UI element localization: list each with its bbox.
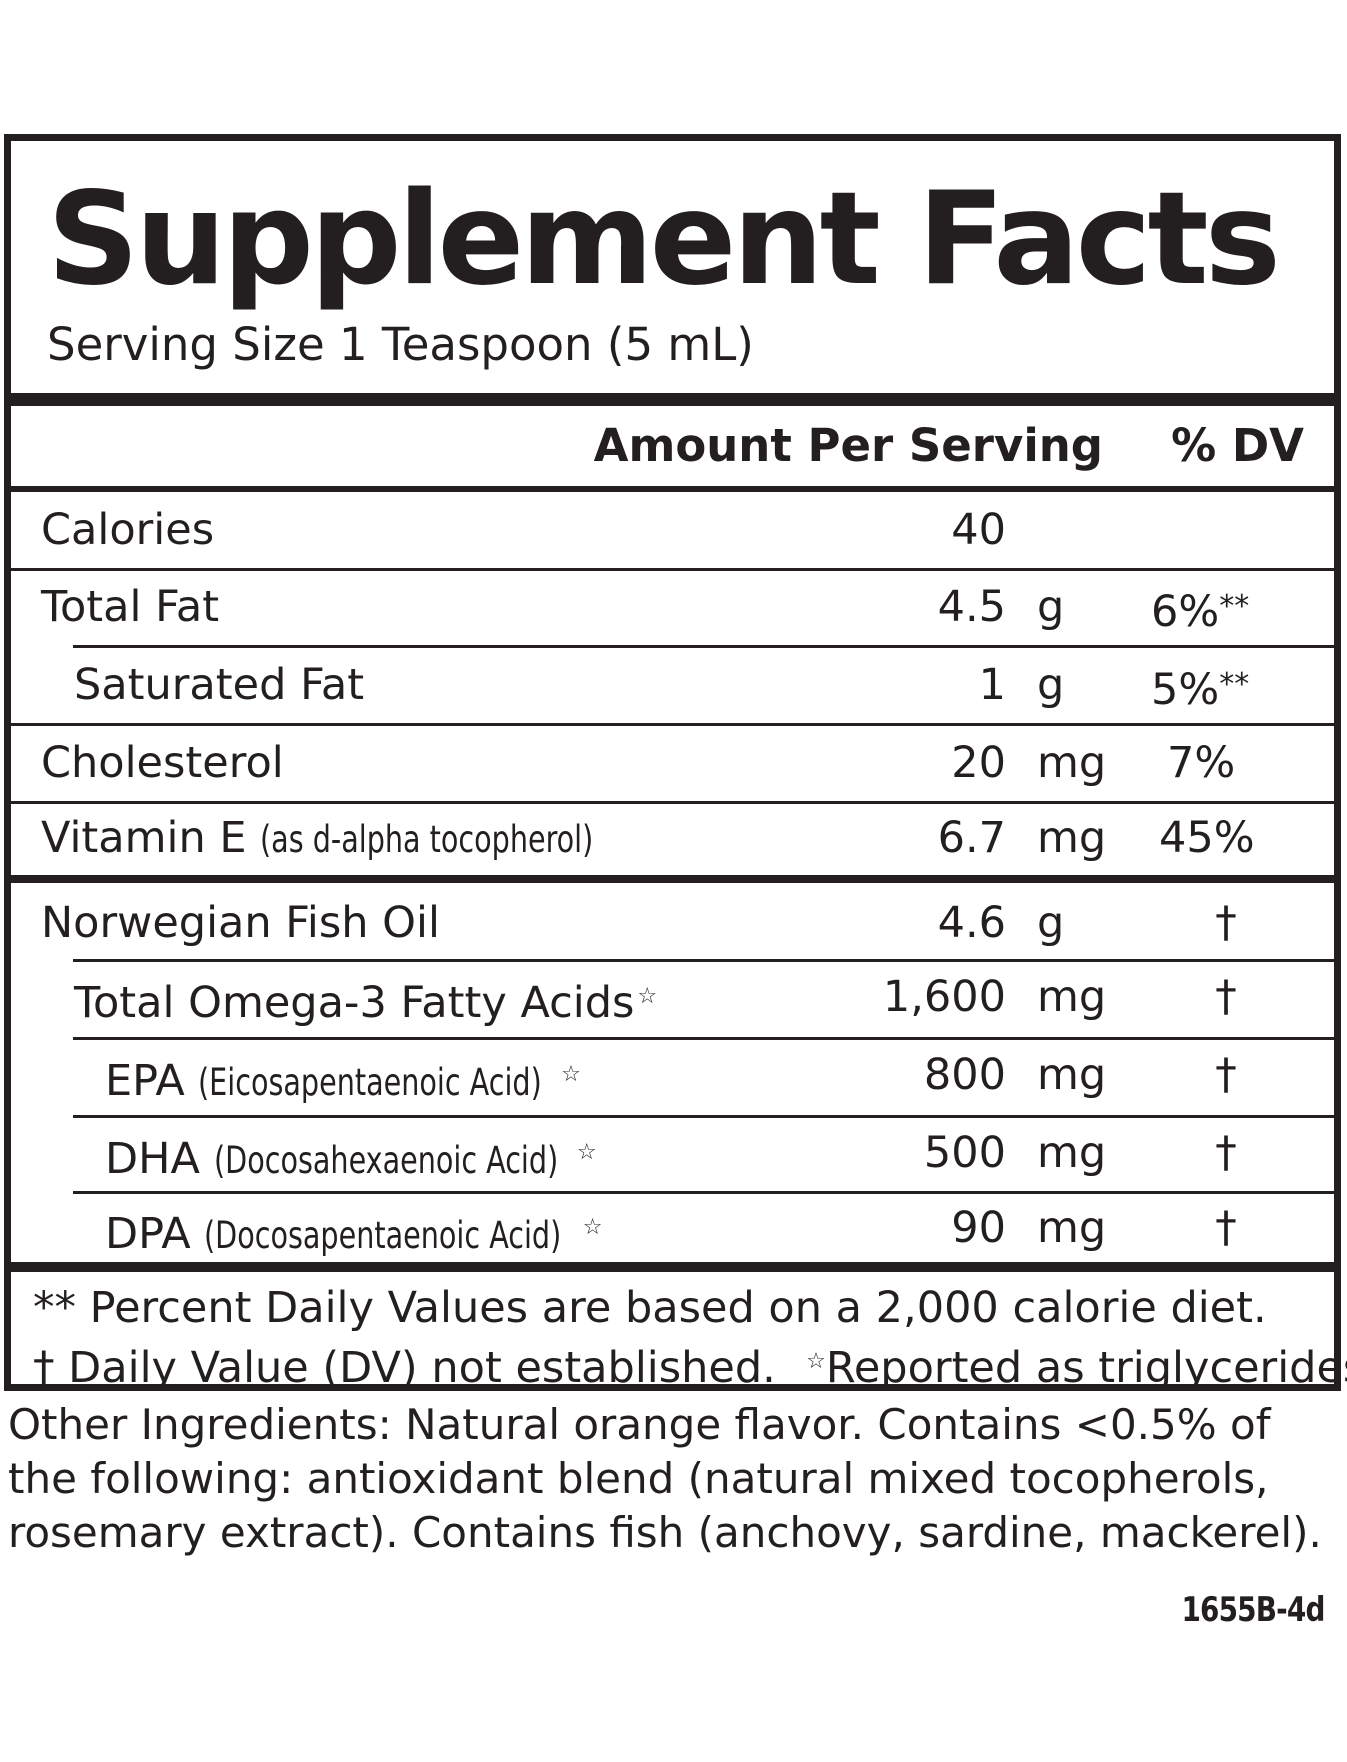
nutrient-amount: 1 xyxy=(978,660,1006,710)
nutrient-name: Cholesterol xyxy=(41,738,284,788)
nutrient-unit: mg xyxy=(1037,1203,1107,1253)
row-divider-indented xyxy=(73,1037,1334,1040)
nutrient-amount: 500 xyxy=(923,1128,1006,1178)
triglyceride-star-icon: ☆ xyxy=(582,1215,603,1240)
nutrient-row-cholesterol: Cholesterol 20 mg 7% xyxy=(11,725,1334,801)
nutrient-amount: 800 xyxy=(923,1050,1006,1100)
nutrient-row-dha: DHA (Docosahexaenoic Acid) ☆ 500 mg † xyxy=(11,1115,1334,1191)
nutrient-row-omega-3: Total Omega-3 Fatty Acids ☆ 1,600 mg † xyxy=(11,959,1334,1035)
nutrient-unit: mg xyxy=(1037,813,1107,863)
nutrient-row-total-fat: Total Fat 4.5 g 6%** xyxy=(11,569,1334,645)
dagger-footnote: † Daily Value (DV) not established. ☆Rep… xyxy=(33,1343,1347,1393)
other-ingredients: Other Ingredients: Natural orange flavor… xyxy=(8,1400,1322,1557)
nutrient-name: DPA (Docosapentaenoic Acid) ☆ xyxy=(105,1201,603,1263)
nutrient-amount: 4.6 xyxy=(937,898,1006,948)
serving-size: Serving Size 1 Teaspoon (5 mL) xyxy=(47,318,754,371)
supplement-facts-panel: Supplement Facts Serving Size 1 Teaspoon… xyxy=(4,134,1347,1393)
dv-asterisk-mark: ** xyxy=(1219,667,1250,702)
row-divider-indented xyxy=(73,1191,1334,1194)
nutrient-row-saturated-fat: Saturated Fat 1 g 5%** xyxy=(11,647,1334,723)
triglyceride-star-icon: ☆ xyxy=(561,1062,581,1087)
nutrient-row-dpa: DPA (Docosapentaenoic Acid) ☆ 90 mg † xyxy=(11,1190,1334,1266)
nutrient-amount: 1,600 xyxy=(882,972,1006,1022)
thick-divider xyxy=(11,393,1334,406)
row-divider-indented xyxy=(73,959,1334,962)
nutrient-unit: g xyxy=(1037,898,1065,948)
header-divider xyxy=(11,486,1334,492)
product-code: 1655B-4d xyxy=(1181,1590,1326,1630)
dv-asterisk-mark: ** xyxy=(1219,589,1250,624)
nutrient-unit: mg xyxy=(1037,1050,1107,1100)
nutrient-row-epa: EPA (Eicosapentaenoic Acid) ☆ 800 mg † xyxy=(11,1037,1334,1113)
nutrient-daily-value: † xyxy=(1215,972,1237,1022)
nutrient-unit: mg xyxy=(1037,1128,1107,1178)
nutrient-unit: g xyxy=(1037,582,1065,632)
nutrient-amount: 4.5 xyxy=(937,582,1006,632)
nutrient-daily-value: 7% xyxy=(1167,738,1236,788)
nutrient-daily-value: 5%** xyxy=(1151,665,1250,715)
panel-title: Supplement Facts xyxy=(47,165,1281,314)
row-divider xyxy=(11,568,1334,571)
nutrient-unit: mg xyxy=(1037,738,1107,788)
nutrient-name: Calories xyxy=(41,505,215,555)
nutrient-note: (Docosapentaenoic Acid) xyxy=(204,1214,562,1257)
row-divider-indented xyxy=(73,1115,1334,1118)
daily-value-footnote: ** Percent Daily Values are based on a 2… xyxy=(33,1283,1267,1333)
nutrient-daily-value: 45% xyxy=(1159,813,1255,863)
nutrient-unit: g xyxy=(1037,660,1065,710)
triglyceride-star-icon: ☆ xyxy=(806,1349,826,1374)
nutrient-daily-value: 6%** xyxy=(1151,587,1250,637)
nutrient-amount: 40 xyxy=(951,505,1006,555)
triglyceride-star-icon: ☆ xyxy=(576,1140,597,1165)
row-divider-indented xyxy=(73,645,1334,648)
nutrient-row-calories: Calories 40 xyxy=(11,492,1334,568)
daily-value-header: % DV xyxy=(1171,419,1304,472)
thick-section-divider xyxy=(11,1262,1334,1272)
nutrient-row-fish-oil: Norwegian Fish Oil 4.6 g † xyxy=(11,885,1334,961)
nutrient-name: Saturated Fat xyxy=(74,660,365,710)
row-divider xyxy=(11,801,1334,804)
nutrient-daily-value: † xyxy=(1215,1050,1237,1100)
nutrient-name: Total Fat xyxy=(41,582,220,632)
nutrient-name: Vitamin E (as d-alpha tocopherol) xyxy=(41,811,608,867)
amount-per-serving-header: Amount Per Serving xyxy=(593,419,1103,472)
nutrient-unit: mg xyxy=(1037,972,1107,1022)
row-divider xyxy=(11,723,1334,726)
nutrient-note: (Eicosapentaenoic Acid) xyxy=(198,1061,543,1104)
nutrient-name: EPA (Eicosapentaenoic Acid) ☆ xyxy=(105,1048,581,1110)
nutrient-daily-value: † xyxy=(1215,898,1237,948)
thick-section-divider xyxy=(11,875,1334,883)
nutrient-amount: 6.7 xyxy=(937,813,1006,863)
nutrient-name: Norwegian Fish Oil xyxy=(41,898,440,948)
nutrient-row-vitamin-e: Vitamin E (as d-alpha tocopherol) 6.7 mg… xyxy=(11,800,1334,876)
nutrient-note: (Docosahexaenoic Acid) xyxy=(213,1139,558,1182)
nutrient-amount: 20 xyxy=(951,738,1006,788)
nutrient-daily-value: † xyxy=(1215,1128,1237,1178)
nutrient-amount: 90 xyxy=(951,1203,1006,1253)
nutrient-name: DHA (Docosahexaenoic Acid) ☆ xyxy=(105,1126,597,1188)
nutrient-note: (as d-alpha tocopherol) xyxy=(260,818,594,861)
nutrient-name: Total Omega-3 Fatty Acids ☆ xyxy=(74,978,658,1028)
triglyceride-star-icon: ☆ xyxy=(637,984,658,1009)
nutrient-daily-value: † xyxy=(1215,1203,1237,1253)
